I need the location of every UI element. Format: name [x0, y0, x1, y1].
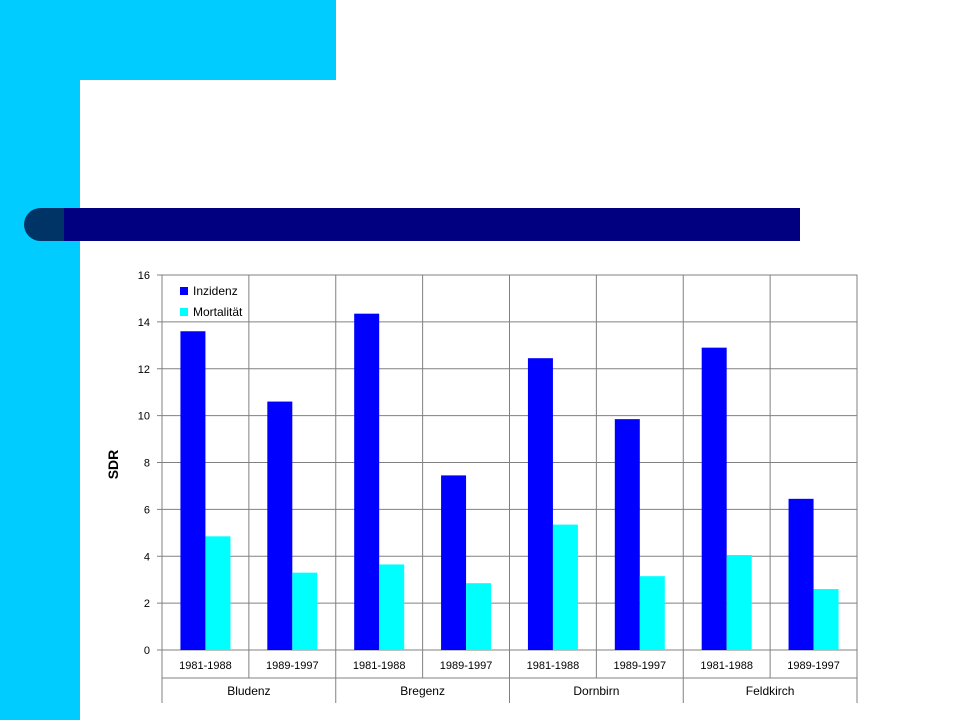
- y-tick-label: 14: [138, 317, 150, 329]
- y-tick-label: 10: [138, 411, 150, 423]
- bar-mortalitaet: [639, 576, 665, 650]
- bar-inzidenz: [527, 358, 553, 650]
- y-tick-label: 8: [144, 458, 150, 470]
- bar-inzidenz: [701, 347, 727, 650]
- x-group-label: Feldkirch: [746, 684, 795, 698]
- bar-mortalitaet: [205, 536, 231, 650]
- bar-mortalitaet: [726, 555, 752, 650]
- legend-label: Inzidenz: [193, 284, 238, 298]
- bar-inzidenz: [354, 313, 380, 650]
- y-tick-label: 6: [144, 504, 150, 516]
- bar-inzidenz: [267, 401, 293, 650]
- bar-inzidenz: [180, 331, 206, 650]
- y-tick-label: 12: [138, 364, 150, 376]
- legend-label: Mortalität: [193, 305, 243, 319]
- y-tick-label: 2: [144, 598, 150, 610]
- x-tick-label: 1981-1988: [700, 660, 753, 672]
- accent-band-left: [0, 0, 80, 720]
- x-group-label: Dornbirn: [573, 684, 619, 698]
- x-group-label: Bregenz: [400, 684, 445, 698]
- bar-mortalitaet: [466, 583, 492, 650]
- x-tick-label: 1981-1988: [527, 660, 580, 672]
- y-tick-label: 0: [144, 645, 150, 657]
- y-axis-label: SDR: [105, 450, 121, 480]
- x-tick-label: 1989-1997: [440, 660, 493, 672]
- x-group-label: Bludenz: [227, 684, 270, 698]
- bar-inzidenz: [441, 475, 467, 650]
- x-tick-label: 1981-1988: [179, 660, 232, 672]
- accent-band-top: [0, 0, 336, 80]
- x-tick-label: 1989-1997: [266, 660, 319, 672]
- bar-inzidenz: [788, 498, 814, 650]
- bar-mortalitaet: [552, 524, 578, 650]
- bar-mortalitaet: [813, 589, 839, 650]
- y-tick-label: 16: [138, 270, 150, 282]
- x-tick-label: 1981-1988: [353, 660, 406, 672]
- title-bar: [64, 208, 800, 241]
- y-tick-label: 4: [144, 551, 150, 563]
- legend-swatch: [180, 308, 188, 316]
- bar-mortalitaet: [379, 564, 405, 650]
- x-tick-label: 1989-1997: [787, 660, 840, 672]
- legend-swatch: [180, 287, 188, 295]
- bar-mortalitaet: [292, 572, 318, 650]
- bar-inzidenz: [614, 419, 640, 650]
- x-tick-label: 1989-1997: [614, 660, 667, 672]
